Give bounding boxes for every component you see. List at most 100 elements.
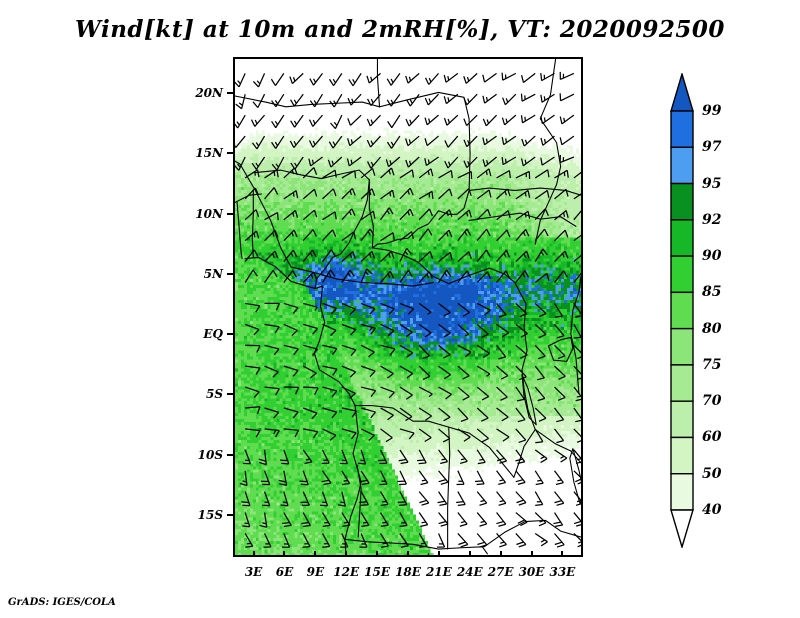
wind-barb (399, 323, 413, 338)
colorbar-tick-label: 80 (702, 320, 722, 337)
wind-barb (438, 209, 453, 221)
colorbar[interactable] (668, 73, 696, 548)
colorbar-swatches (670, 73, 694, 548)
wind-barb (245, 302, 261, 313)
wind-barb (534, 208, 549, 221)
map-plot-area[interactable] (233, 57, 583, 557)
wind-barb (347, 93, 362, 106)
wind-barb (328, 73, 343, 87)
wind-barb (360, 344, 375, 358)
wind-barb (476, 208, 492, 221)
wind-barb (534, 365, 545, 381)
wind-barb (366, 114, 381, 127)
wind-barb (322, 365, 338, 376)
wind-barb (245, 428, 261, 438)
wind-barb (573, 234, 581, 242)
wind-barb (379, 470, 388, 486)
wind-barb (515, 533, 527, 548)
wind-barb (496, 344, 507, 360)
wind-barb (360, 428, 375, 441)
wind-barb (573, 470, 581, 485)
wind-barb (380, 167, 395, 179)
wind-barb (496, 365, 509, 380)
wind-barb (457, 251, 472, 263)
wind-barb (380, 428, 393, 443)
wind-barb (515, 250, 530, 263)
wind-barb (457, 209, 472, 221)
wind-barb (438, 470, 449, 485)
wind-barb (554, 344, 566, 360)
wind-barb (534, 449, 548, 464)
wind-barb (456, 491, 466, 507)
y-axis-tick (227, 513, 233, 516)
wind-barb (418, 251, 434, 263)
wind-barb (341, 251, 356, 263)
wind-barb (322, 169, 337, 179)
wind-barb (380, 407, 394, 421)
wind-barb (302, 167, 318, 179)
wind-barb (302, 533, 311, 548)
wind-barb (457, 344, 472, 358)
wind-barb (496, 428, 510, 442)
wind-barb (573, 272, 581, 283)
wind-barb (534, 532, 548, 547)
wind-barb (367, 156, 381, 169)
wind-barb (463, 135, 478, 148)
wind-barb (438, 269, 452, 283)
x-axis-tick-label: 3E (244, 565, 263, 579)
wind-barb (341, 365, 357, 378)
wind-barb (438, 386, 452, 400)
wind-barb (573, 171, 581, 179)
wind-barb (348, 73, 362, 87)
wind-barb (482, 156, 497, 168)
wind-barb (360, 228, 375, 242)
wind-barb (283, 428, 300, 438)
wind-barb (379, 512, 389, 527)
wind-barb (399, 247, 412, 262)
wind-barb (534, 512, 547, 527)
wind-barb (283, 365, 299, 377)
colorbar-band (670, 255, 694, 294)
wind-barb (360, 210, 376, 221)
wind-barb (322, 211, 337, 221)
wind-barb (244, 323, 260, 336)
wind-barb (360, 386, 377, 398)
wind-barb (360, 302, 376, 315)
wind-barb (501, 114, 517, 126)
wind-barb (283, 270, 298, 283)
wind-barb (380, 344, 396, 356)
wind-barb (438, 302, 451, 317)
wind-barb (496, 449, 508, 464)
colorbar-band (670, 146, 694, 185)
wind-barb (264, 323, 280, 334)
wind-barb (399, 407, 413, 422)
colorbar-band (670, 436, 694, 475)
wind-barb (515, 302, 528, 318)
wind-barb (258, 449, 267, 466)
wind-barb (283, 386, 300, 395)
wind-barb (496, 210, 511, 221)
wind-barb (438, 365, 451, 380)
wind-barb (573, 365, 581, 381)
wind-barb (302, 449, 313, 465)
wind-barb (397, 470, 407, 486)
wind-barb (360, 323, 376, 335)
wind-barb (437, 533, 446, 548)
wind-barb (264, 344, 280, 356)
colorbar-band (670, 219, 694, 257)
wind-barb (515, 344, 528, 359)
wind-barb (457, 228, 472, 242)
colorbar-tick-label: 92 (702, 211, 722, 228)
wind-barb (360, 365, 376, 378)
wind-barb (278, 470, 288, 486)
wind-barb (476, 271, 492, 283)
wind-barb (264, 229, 279, 242)
wind-barb (496, 470, 507, 485)
wind-barb (482, 114, 498, 127)
wind-barb (385, 156, 401, 168)
wind-barb (321, 533, 331, 548)
wind-barb (554, 407, 565, 423)
wind-barb (399, 302, 415, 315)
wind-barb (457, 188, 472, 200)
wind-barb (302, 407, 318, 420)
